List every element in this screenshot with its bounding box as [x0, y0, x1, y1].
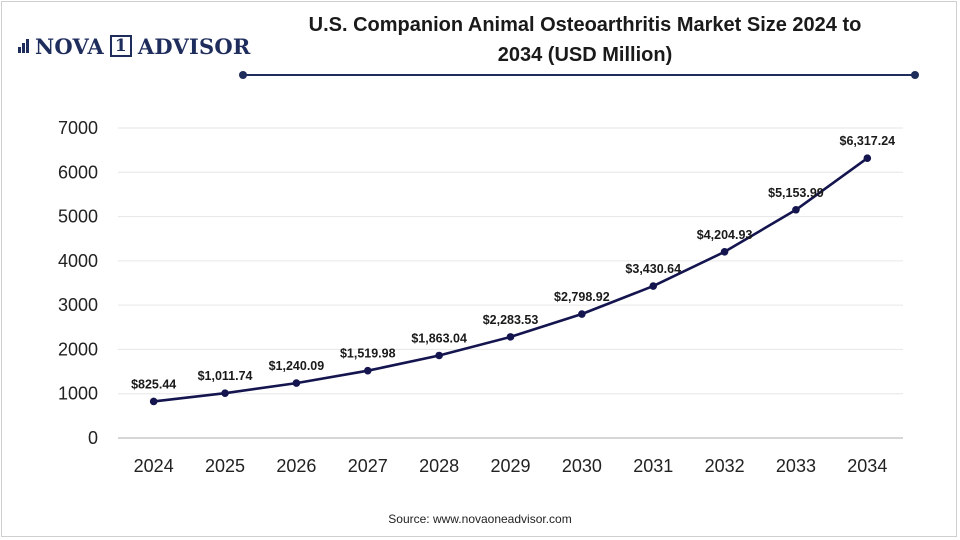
brand-name-box: 1: [109, 35, 132, 57]
data-point-2031: [649, 282, 658, 290]
y-tick-label-6000: 6000: [58, 162, 98, 182]
data-point-2032: [720, 247, 729, 256]
brand-name-part2: ADVISOR: [137, 33, 251, 59]
data-point-2026: [292, 379, 301, 387]
x-tick-label-2025: 2025: [205, 456, 245, 476]
x-tick-label-2026: 2026: [276, 456, 316, 476]
data-label-2027: $1,519.98: [340, 347, 396, 361]
brand-name-part1: NOVA: [35, 33, 104, 59]
data-label-2026: $1,240.09: [269, 359, 325, 373]
chart-title: U.S. Companion Animal Osteoarthritis Mar…: [250, 10, 920, 70]
x-tick-label-2030: 2030: [562, 456, 602, 476]
data-label-2032: $4,204.93: [697, 228, 753, 242]
y-tick-label-1000: 1000: [58, 384, 98, 404]
y-tick-label-4000: 4000: [58, 251, 98, 271]
x-tick-label-2028: 2028: [419, 456, 459, 476]
x-tick-label-2029: 2029: [490, 456, 530, 476]
title-underline-dot-right: [911, 71, 919, 79]
y-tick-label-3000: 3000: [58, 295, 98, 315]
x-tick-label-2024: 2024: [134, 456, 174, 476]
x-tick-label-2031: 2031: [633, 456, 673, 476]
data-label-2024: $825.44: [131, 377, 176, 391]
chart-title-line1: U.S. Companion Animal Osteoarthritis Mar…: [308, 14, 862, 36]
data-label-2033: $5,153.99: [768, 186, 824, 200]
data-label-2029: $2,283.53: [483, 313, 539, 327]
y-tick-label-5000: 5000: [58, 207, 98, 227]
data-point-2029: [506, 333, 515, 341]
x-tick-label-2027: 2027: [348, 456, 388, 476]
data-point-2034: [863, 154, 872, 163]
data-point-2025: [221, 389, 229, 397]
bar-chart-icon: [18, 39, 29, 53]
data-label-2034: $6,317.24: [840, 134, 896, 148]
source-note: Source: www.novaoneadvisor.com: [388, 512, 572, 526]
data-point-2027: [363, 366, 372, 375]
title-underline: [239, 71, 919, 79]
y-tick-label-0: 0: [88, 428, 98, 448]
data-point-2028: [435, 351, 443, 360]
x-tick-label-2032: 2032: [705, 456, 745, 476]
data-point-2030: [578, 310, 586, 318]
x-tick-label-2033: 2033: [776, 456, 816, 476]
data-label-2025: $1,011.74: [198, 369, 253, 383]
data-point-2024: [149, 397, 158, 406]
data-label-2031: $3,430.64: [625, 262, 681, 276]
data-label-2028: $1,863.04: [411, 331, 467, 345]
x-tick-label-2034: 2034: [847, 456, 887, 476]
data-point-2033: [792, 205, 800, 214]
title-underline-dot-left: [239, 71, 247, 79]
data-label-2030: $2,798.92: [554, 290, 610, 304]
series-line-0: [152, 156, 869, 403]
brand-logo: NOVA 1 ADVISOR: [18, 33, 251, 59]
y-tick-label-7000: 7000: [58, 118, 98, 138]
y-tick-label-2000: 2000: [58, 339, 98, 359]
chart-title-line2: 2034 (USD Million): [497, 44, 673, 66]
